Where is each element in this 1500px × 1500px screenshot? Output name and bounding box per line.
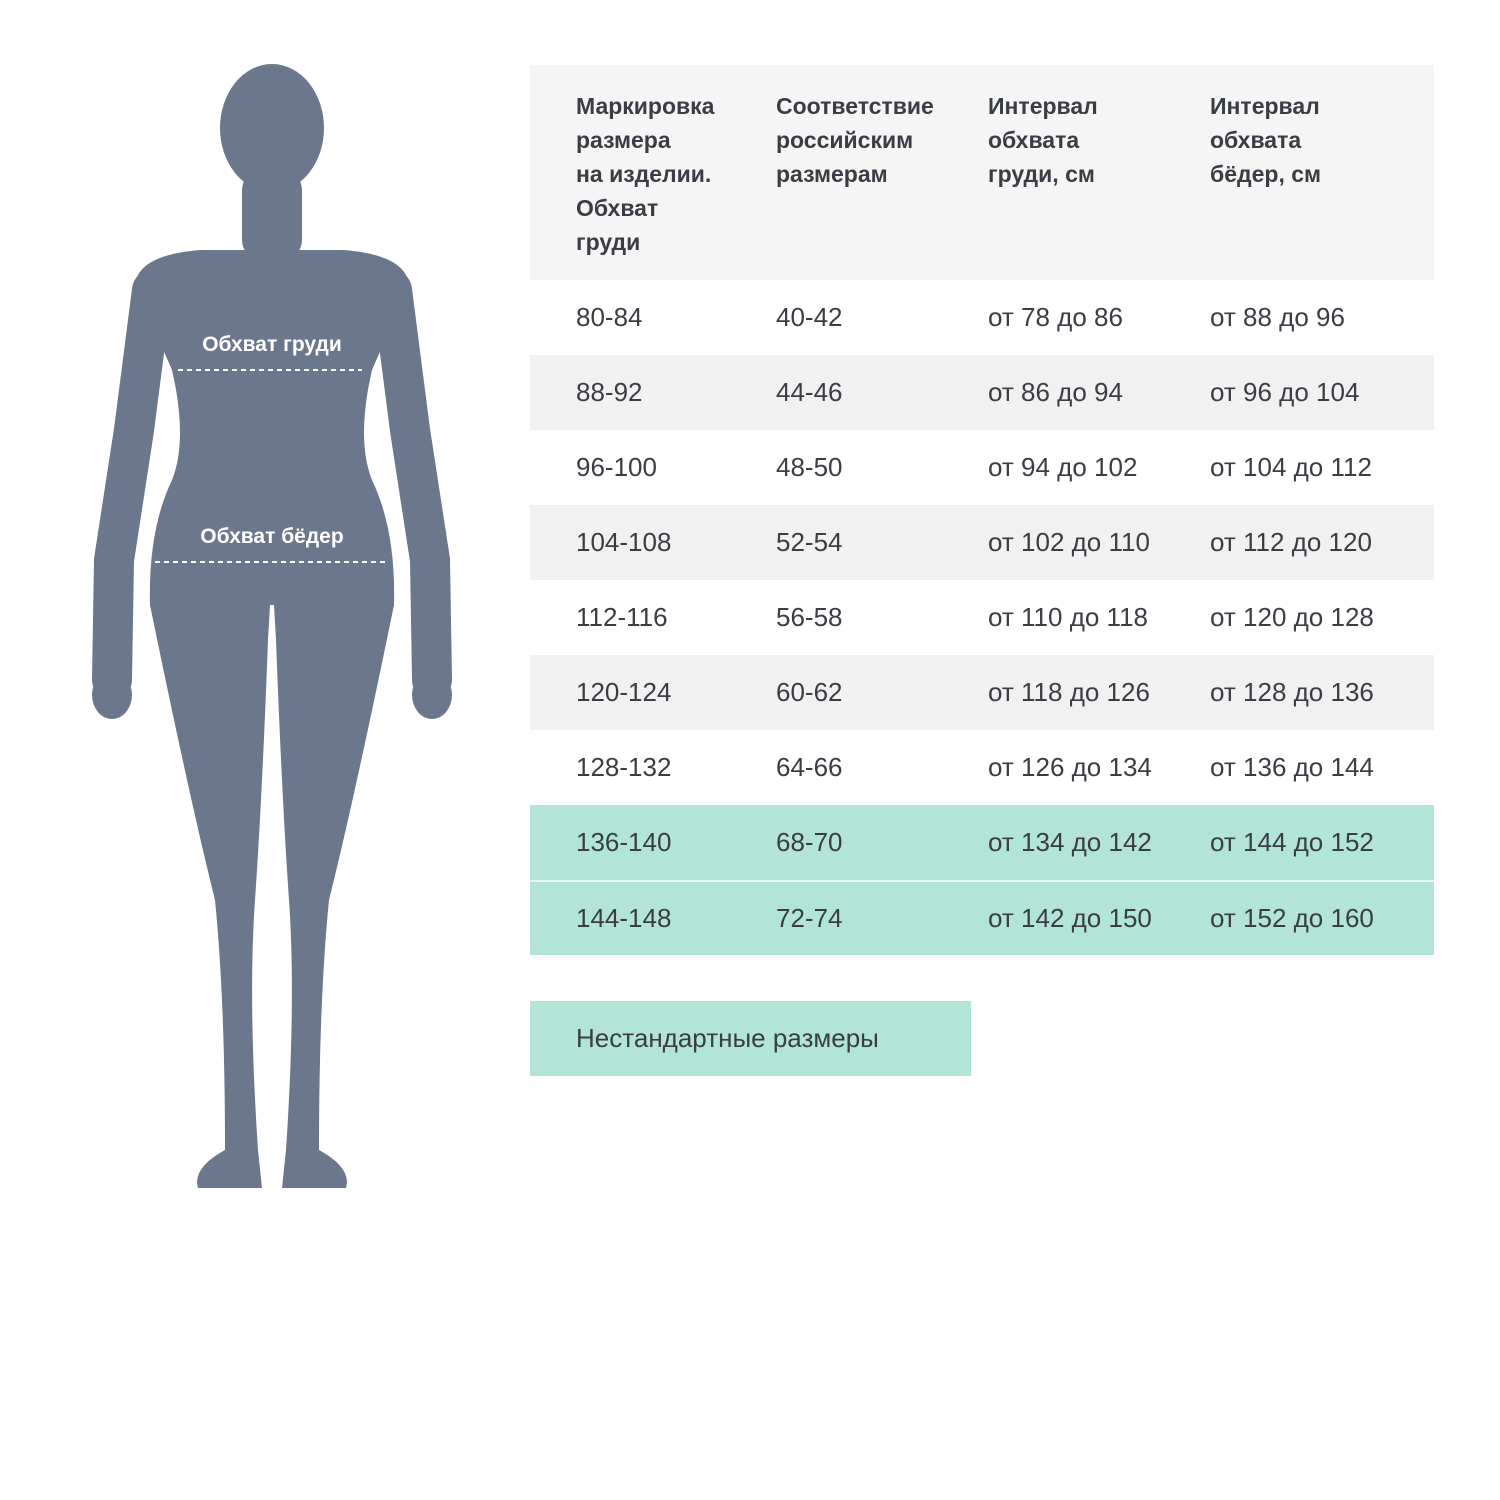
table-row: 88-92 44-46 от 86 до 94 от 96 до 104 <box>530 355 1434 430</box>
hips-label: Обхват бёдер <box>200 525 344 548</box>
table-row: 104-108 52-54 от 102 до 110 от 112 до 120 <box>530 505 1434 580</box>
header-russian-size: Соответствие российским размерам <box>776 93 934 187</box>
header-chest-range: Интервал обхвата груди, см <box>988 93 1098 187</box>
size-marking-cell: 128-132 <box>576 752 672 782</box>
hips-range-cell: от 112 до 120 <box>1210 527 1372 557</box>
chest-range-cell: от 94 до 102 <box>988 452 1138 482</box>
table-header: Маркировка размера на изделии. Обхват гр… <box>530 65 1434 280</box>
size-marking-cell: 96-100 <box>576 452 657 482</box>
size-marking-cell: 136-140 <box>576 827 672 857</box>
size-marking-cell: 112-116 <box>576 602 668 632</box>
header-size-marking: Маркировка размера на изделии. Обхват гр… <box>576 93 715 255</box>
table-row: 80-84 40-42 от 78 до 86 от 88 до 96 <box>530 280 1434 355</box>
chest-label: Обхват груди <box>202 333 342 356</box>
table-row: 120-124 60-62 от 118 до 126 от 128 до 136 <box>530 655 1434 730</box>
russian-size-cell: 44-46 <box>776 377 843 407</box>
table-row: 128-132 64-66 от 126 до 134 от 136 до 144 <box>530 730 1434 805</box>
size-marking-cell: 80-84 <box>576 302 643 332</box>
hips-range-cell: от 144 до 152 <box>1210 827 1374 857</box>
size-marking-cell: 144-148 <box>576 903 672 933</box>
hips-range-cell: от 152 до 160 <box>1210 903 1374 933</box>
chest-range-cell: от 102 до 110 <box>988 527 1150 557</box>
legend-label: Нестандартные размеры <box>576 1023 879 1053</box>
hips-range-cell: от 88 до 96 <box>1210 302 1345 332</box>
russian-size-cell: 64-66 <box>776 752 843 782</box>
size-marking-cell: 88-92 <box>576 377 643 407</box>
russian-size-cell: 48-50 <box>776 452 843 482</box>
chest-range-cell: от 78 до 86 <box>988 302 1123 332</box>
body-silhouette: Обхват груди Обхват бёдер <box>0 0 544 1250</box>
russian-size-cell: 68-70 <box>776 827 843 857</box>
chest-range-cell: от 110 до 118 <box>988 602 1148 632</box>
table-row: 144-148 72-74 от 142 до 150 от 152 до 160 <box>530 880 1434 955</box>
table-row: 96-100 48-50 от 94 до 102 от 104 до 112 <box>530 430 1434 505</box>
hips-range-cell: от 120 до 128 <box>1210 602 1374 632</box>
table-row: 136-140 68-70 от 134 до 142 от 144 до 152 <box>530 805 1434 880</box>
chest-range-cell: от 118 до 126 <box>988 677 1150 707</box>
hips-range-cell: от 104 до 112 <box>1210 452 1372 482</box>
silhouette-graphic <box>92 64 452 1188</box>
size-table: Маркировка размера на изделии. Обхват гр… <box>530 65 1434 955</box>
size-marking-cell: 120-124 <box>576 677 672 707</box>
table-row: 112-116 56-58 от 110 до 118 от 120 до 128 <box>530 580 1434 655</box>
hips-range-cell: от 136 до 144 <box>1210 752 1374 782</box>
chest-range-cell: от 126 до 134 <box>988 752 1152 782</box>
russian-size-cell: 60-62 <box>776 677 843 707</box>
russian-size-cell: 52-54 <box>776 527 843 557</box>
hips-range-cell: от 96 до 104 <box>1210 377 1360 407</box>
russian-size-cell: 40-42 <box>776 302 843 332</box>
chest-range-cell: от 86 до 94 <box>988 377 1123 407</box>
chest-range-cell: от 134 до 142 <box>988 827 1152 857</box>
nonstandard-sizes-legend: Нестандартные размеры <box>530 1001 971 1076</box>
hips-range-cell: от 128 до 136 <box>1210 677 1374 707</box>
header-hips-range: Интервал обхвата бёдер, см <box>1210 93 1322 187</box>
russian-size-cell: 72-74 <box>776 903 843 933</box>
chest-range-cell: от 142 до 150 <box>988 903 1152 933</box>
size-marking-cell: 104-108 <box>576 527 672 557</box>
russian-size-cell: 56-58 <box>776 602 843 632</box>
